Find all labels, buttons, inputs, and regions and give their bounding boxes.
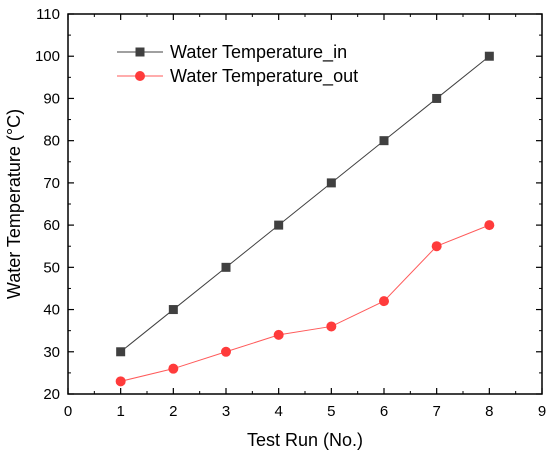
x-tick-label: 6 [380, 403, 388, 420]
data-point-in [116, 347, 126, 357]
legend-entry-out: Water Temperature_out [117, 66, 358, 87]
y-tick-label: 70 [43, 175, 60, 192]
x-tick-label: 8 [485, 403, 493, 420]
data-point-in [432, 93, 442, 103]
legend-marker-in [135, 47, 145, 57]
y-tick-label: 60 [43, 217, 60, 234]
x-axis-label: Test Run (No.) [247, 430, 363, 450]
x-tick-label: 7 [432, 403, 440, 420]
y-tick-label: 40 [43, 302, 60, 319]
data-point-out [484, 220, 495, 231]
x-tick-label: 5 [327, 403, 335, 420]
data-point-in [168, 305, 178, 315]
x-tick-label: 4 [274, 403, 282, 420]
series-line-0 [120, 55, 490, 353]
y-tick-label: 20 [43, 386, 60, 403]
y-tick-label: 80 [43, 133, 60, 150]
data-point-out [431, 241, 442, 252]
series-line-1 [120, 224, 490, 382]
legend-entry-in: Water Temperature_in [117, 42, 347, 63]
data-point-out [379, 296, 389, 307]
data-point-in [379, 136, 389, 146]
y-tick-label: 90 [43, 90, 60, 107]
legend-marker-out [135, 71, 145, 81]
legend-label-in: Water Temperature_in [170, 42, 347, 63]
y-tick-label: 30 [43, 344, 60, 361]
data-point-out [273, 329, 284, 340]
data-point-out [168, 363, 179, 374]
x-tick-label: 9 [538, 403, 546, 420]
y-tick-label: 50 [43, 259, 60, 276]
x-tick-label: 1 [116, 403, 124, 420]
data-point-in [221, 262, 231, 272]
plot-frame [67, 13, 543, 395]
y-tick-label: 110 [36, 6, 60, 23]
data-point-out [326, 321, 337, 332]
y-axis-label: Water Temperature (°C) [4, 109, 24, 299]
x-tick-label: 0 [64, 403, 72, 420]
series-group [115, 51, 495, 387]
data-point-in [484, 51, 494, 61]
data-point-in [326, 178, 336, 188]
data-point-out [221, 346, 231, 357]
axis-tick-labels: 0 1 2 3 4 5 6 7 8 9 20 30 40 50 60 70 80 90 100 110 [35, 6, 546, 420]
y-tick-label: 100 [35, 48, 60, 65]
data-point-out [115, 376, 126, 387]
data-point-in [274, 220, 284, 230]
legend: Water Temperature_in Water Temperature_o… [117, 42, 358, 87]
legend-label-out: Water Temperature_out [170, 66, 358, 87]
x-tick-label: 3 [222, 403, 230, 420]
x-tick-label: 2 [169, 403, 177, 420]
